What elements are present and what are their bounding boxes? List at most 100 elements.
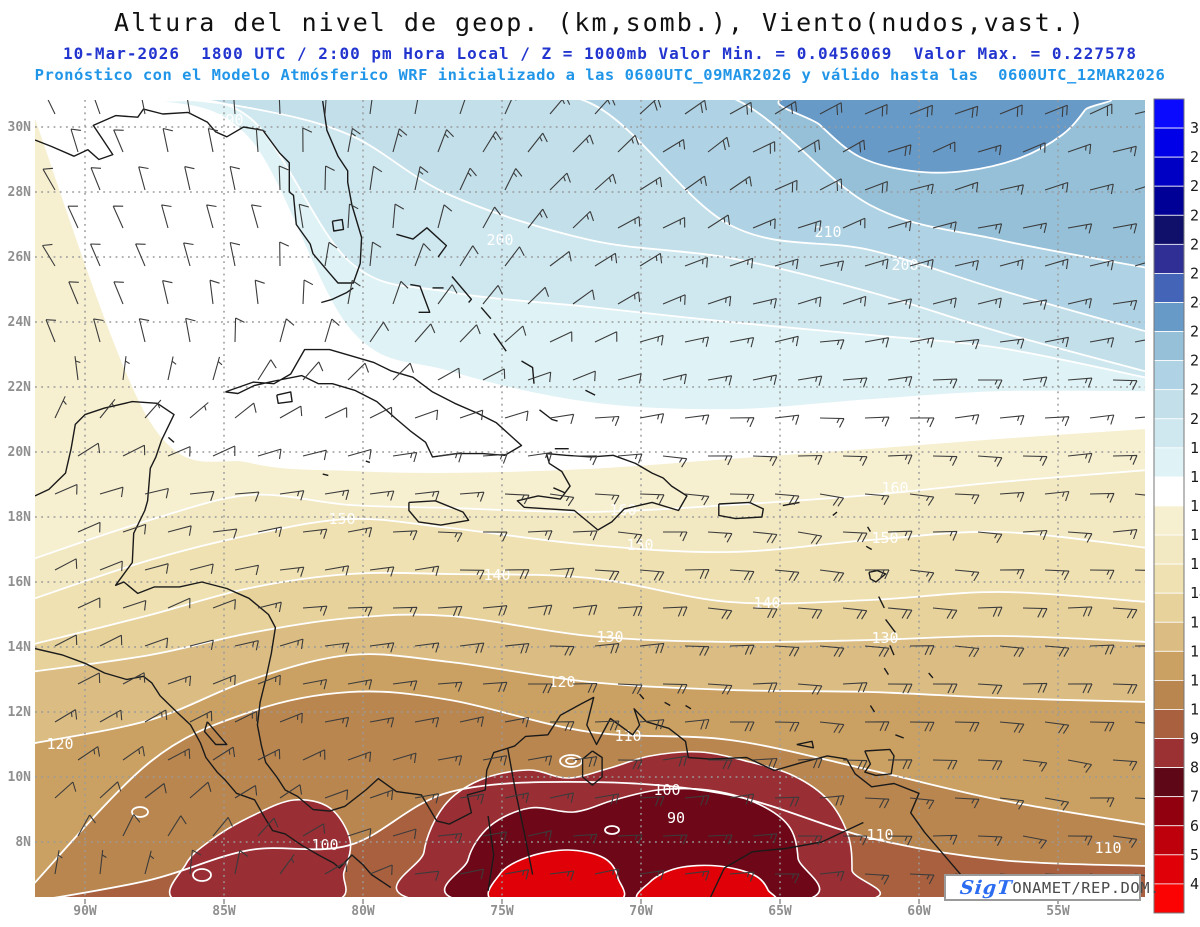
- watermark-box: SigT ONAMET/REP.DOM.: [944, 874, 1159, 901]
- colorbar-label: 290: [1190, 148, 1200, 166]
- lon-tick-label: 90W: [73, 904, 97, 919]
- colorbar-segment: [1153, 738, 1185, 769]
- lon-tick-label: 65W: [768, 904, 792, 919]
- colorbar-label: 130: [1190, 613, 1200, 631]
- colorbar-segment: [1153, 302, 1185, 332]
- colorbar-label: 210: [1190, 381, 1200, 399]
- lon-tick-label: 70W: [629, 904, 653, 919]
- colorbar-label: 230: [1190, 323, 1200, 341]
- colorbar-segment: [1153, 825, 1185, 856]
- colorbar-segment: [1153, 360, 1185, 391]
- colorbar-segment: [1153, 447, 1185, 478]
- lat-tick-label: 16N: [8, 575, 32, 590]
- lat-tick-label: 24N: [8, 315, 32, 330]
- contour-label: 100: [311, 836, 338, 854]
- colorbar-segment: [1153, 650, 1185, 681]
- colorbar-segment: [1153, 563, 1185, 594]
- lat-tick-label: 12N: [8, 705, 32, 720]
- contour-label: 120: [548, 673, 575, 691]
- colorbar-label: 90: [1190, 730, 1200, 748]
- colorbar-label: 160: [1190, 526, 1200, 544]
- axis-labels: 30N 28N 26N 24N 22N 20N 18N 16N 14N 12N 10N 8N 90W 85…: [8, 120, 1070, 919]
- lon-tick-label: 60W: [907, 904, 931, 919]
- colorbar-segment: [1153, 592, 1185, 623]
- colorbar-segment: [1153, 389, 1185, 420]
- colorbar-segment: [1153, 767, 1185, 798]
- colorbar-label: 200: [1190, 410, 1200, 428]
- contour-label: 160: [881, 479, 908, 497]
- contour-lines: [35, 100, 1145, 897]
- contour-label: 150: [871, 529, 898, 547]
- wind-barbs: [42, 100, 1145, 887]
- colorbar-segment: [1153, 418, 1185, 449]
- lat-tick-label: 30N: [8, 120, 32, 135]
- contour-label: 110: [866, 826, 893, 844]
- contour-label: 210: [814, 223, 841, 241]
- colorbar-label: 150: [1190, 555, 1200, 573]
- colorbar-label: 280: [1190, 177, 1200, 195]
- closed-contour-ring: [131, 806, 149, 818]
- colorbar-label: 50: [1190, 846, 1200, 864]
- contour-label: 200: [486, 231, 513, 249]
- colorbar-segment: [1153, 98, 1185, 129]
- colorbar-label: 300: [1190, 119, 1200, 137]
- lat-tick-label: 28N: [8, 185, 32, 200]
- contour-label: 130: [871, 629, 898, 647]
- contour-label: 90: [667, 809, 685, 827]
- lon-tick-label: 80W: [351, 904, 375, 919]
- colorbar-segment: [1153, 534, 1185, 565]
- colorbar-segment: [1153, 185, 1185, 216]
- colorbar: 300 290 280 270 260 250 240 230 220 210 200 190 180 1…: [1153, 98, 1200, 914]
- colorbar-label: 220: [1190, 352, 1200, 370]
- contour-label: 120: [46, 735, 73, 753]
- contour-label: 100: [653, 781, 680, 799]
- colorbar-segment: [1153, 331, 1185, 362]
- colorbar-label: 240: [1190, 293, 1200, 311]
- lat-tick-label: 14N: [8, 640, 32, 655]
- colorbar-label: 270: [1190, 206, 1200, 224]
- colorbar-segment: [1153, 709, 1185, 739]
- contour-label: 140: [483, 566, 510, 584]
- lon-tick-label: 75W: [490, 904, 514, 919]
- colorbar-label: 60: [1190, 817, 1200, 835]
- colorbar-label: 100: [1190, 700, 1200, 718]
- contour-label: 190: [216, 111, 243, 129]
- contour-label: 130: [596, 628, 623, 646]
- colorbar-label: 250: [1190, 264, 1200, 282]
- lon-tick-label: 85W: [212, 904, 236, 919]
- contour-label: 180: [818, 401, 845, 419]
- colorbar-segment: [1153, 680, 1185, 710]
- closed-contour-ring: [604, 825, 620, 835]
- lat-tick-label: 18N: [8, 510, 32, 525]
- colorbar-label: 260: [1190, 235, 1200, 253]
- lat-tick-label: 26N: [8, 250, 32, 265]
- contour-label: 190: [267, 263, 294, 281]
- lon-tick-label: 55W: [1046, 904, 1070, 919]
- colorbar-label: 120: [1190, 642, 1200, 660]
- colorbar-segment: [1153, 243, 1185, 274]
- colorbar-segment: [1153, 273, 1185, 303]
- colorbar-segment: [1153, 214, 1185, 245]
- closed-contour-ring: [192, 868, 212, 882]
- colorbar-segment: [1153, 505, 1185, 536]
- colorbar-segment: [1153, 156, 1185, 187]
- closed-contour-ring: [565, 757, 577, 765]
- lat-tick-label: 20N: [8, 445, 32, 460]
- colorbar-segment: [1153, 476, 1185, 507]
- contour-label: 110: [614, 727, 641, 745]
- colorbar-label: 110: [1190, 671, 1200, 689]
- colorbar-label: 190: [1190, 439, 1200, 457]
- colorbar-label: 170: [1190, 497, 1200, 515]
- colorbar-segment: [1153, 796, 1185, 827]
- onamet-logo: SigT: [958, 876, 1014, 899]
- colorbar-label: 40: [1190, 875, 1200, 893]
- contour-label: 150: [328, 510, 355, 528]
- contour-label: 110: [1094, 839, 1121, 857]
- coastlines: [35, 100, 1005, 897]
- lat-tick-label: 8N: [15, 835, 31, 850]
- colorbar-label: 140: [1190, 584, 1200, 602]
